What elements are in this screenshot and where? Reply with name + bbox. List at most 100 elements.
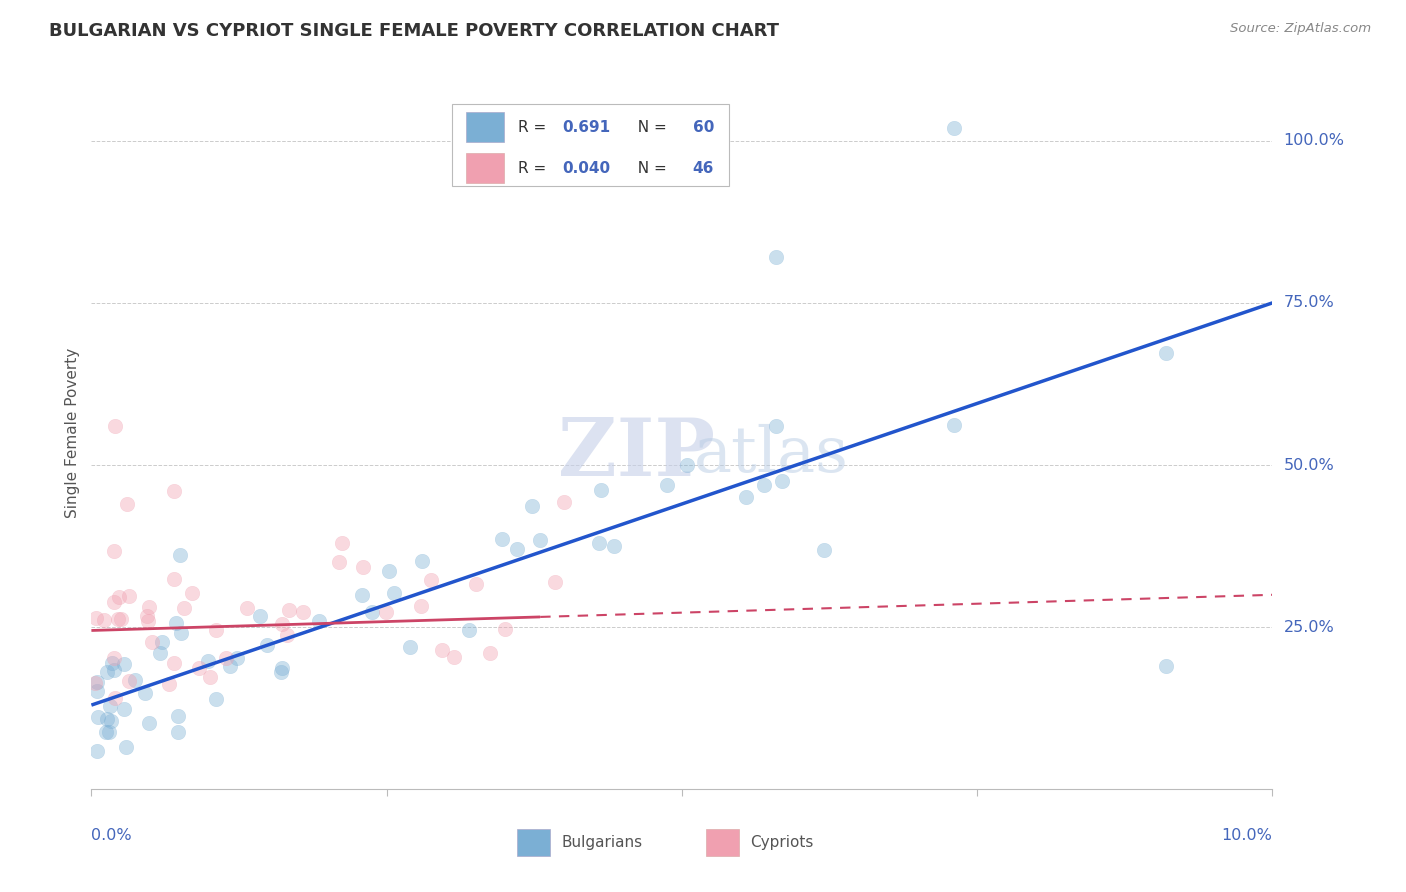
Point — [108, 590, 131, 604]
Point — [163, 656, 186, 670]
Point — [236, 601, 259, 615]
Point — [107, 612, 129, 626]
Point — [86, 744, 108, 758]
Point — [602, 539, 624, 553]
Point — [180, 586, 202, 600]
Point — [167, 709, 190, 723]
Point — [141, 635, 163, 649]
Point — [491, 532, 513, 546]
Point — [104, 690, 127, 705]
Point — [124, 673, 146, 687]
Point — [197, 654, 219, 668]
Point — [110, 612, 132, 626]
Point — [478, 646, 501, 660]
Point — [86, 675, 108, 690]
Point — [458, 623, 481, 637]
Point — [163, 483, 186, 498]
Point — [100, 714, 122, 728]
Point — [270, 665, 292, 679]
Point — [411, 554, 433, 568]
Point — [522, 499, 544, 513]
Point — [553, 494, 575, 508]
Point — [103, 544, 125, 558]
Point — [465, 577, 488, 591]
Text: 10.0%: 10.0% — [1222, 829, 1272, 843]
Point — [270, 661, 292, 675]
Text: 60: 60 — [693, 120, 714, 135]
Point — [544, 574, 567, 589]
Point — [399, 640, 422, 655]
Point — [165, 615, 187, 630]
Point — [103, 651, 125, 665]
Bar — [706, 830, 738, 856]
Text: 75.0%: 75.0% — [1284, 295, 1334, 310]
Point — [166, 725, 188, 739]
Point — [754, 478, 776, 492]
Point — [93, 613, 115, 627]
Point — [103, 595, 125, 609]
Text: Cypriots: Cypriots — [751, 836, 814, 850]
Point — [276, 628, 298, 642]
Text: R =: R = — [517, 120, 551, 135]
Point — [588, 535, 610, 549]
FancyBboxPatch shape — [451, 104, 730, 186]
Point — [328, 555, 350, 569]
Point — [98, 699, 121, 714]
Point — [218, 658, 240, 673]
Point — [118, 674, 141, 689]
Bar — [465, 112, 503, 143]
Point — [225, 651, 247, 665]
Text: 100.0%: 100.0% — [1284, 133, 1344, 148]
Point — [84, 611, 107, 625]
Point — [198, 670, 221, 684]
Text: 50.0%: 50.0% — [1284, 458, 1334, 473]
Point — [256, 638, 278, 652]
Point — [104, 419, 127, 434]
Point — [352, 560, 374, 574]
Point — [150, 635, 173, 649]
Text: R =: R = — [517, 161, 551, 176]
Point — [173, 600, 195, 615]
Point — [115, 497, 138, 511]
Point — [157, 677, 180, 691]
Point — [292, 606, 315, 620]
Point — [94, 725, 117, 739]
Point — [411, 599, 433, 614]
Point — [432, 643, 454, 657]
Point — [1154, 346, 1177, 360]
Point — [378, 565, 401, 579]
Point — [361, 605, 384, 619]
Point — [270, 617, 292, 632]
Point — [942, 417, 965, 432]
Text: N =: N = — [627, 120, 671, 135]
Point — [96, 665, 118, 679]
Point — [330, 536, 353, 550]
Point — [112, 701, 135, 715]
Bar — [516, 830, 550, 856]
Point — [84, 675, 107, 690]
Point — [657, 478, 679, 492]
Point — [589, 483, 612, 498]
Point — [443, 650, 465, 665]
Point — [249, 608, 271, 623]
Point — [382, 586, 405, 600]
Point — [136, 609, 159, 624]
Point — [170, 625, 193, 640]
Point — [86, 684, 108, 698]
Point — [1154, 659, 1177, 673]
Text: ZIP: ZIP — [558, 415, 714, 493]
Point — [138, 599, 160, 614]
Point — [204, 691, 226, 706]
Text: 46: 46 — [693, 161, 714, 176]
Point — [375, 605, 398, 619]
Text: 25.0%: 25.0% — [1284, 620, 1334, 635]
Text: N =: N = — [627, 161, 671, 176]
Point — [735, 490, 758, 504]
Y-axis label: Single Female Poverty: Single Female Poverty — [65, 348, 80, 517]
Point — [420, 573, 443, 587]
Point — [205, 623, 228, 637]
Point — [138, 715, 160, 730]
Point — [188, 661, 211, 675]
Text: atlas: atlas — [693, 424, 849, 484]
Point — [277, 603, 299, 617]
